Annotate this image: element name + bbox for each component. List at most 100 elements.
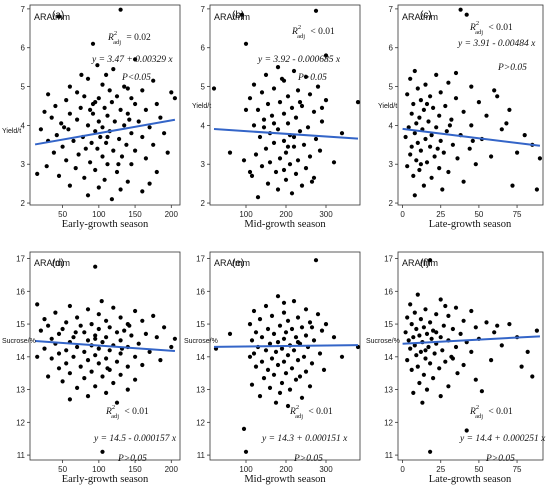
panel-6-data-point <box>421 372 426 377</box>
panel-1-x-tick-label: 200 <box>165 210 179 219</box>
panel-6-x-axis-label: Late-growth season <box>429 474 512 485</box>
panel-1-panel-letter: (a) <box>52 10 64 21</box>
panel-2-x-axis-label: Mid-growth season <box>244 219 326 230</box>
panel-2-data-point <box>271 86 277 91</box>
panel-5-y-tick-label: 15 <box>196 320 205 329</box>
panel-1-data-point <box>35 171 40 176</box>
panel-4-data-point <box>67 397 72 402</box>
panel-1-data-point <box>75 90 80 95</box>
panel-6-data-point <box>408 302 413 307</box>
panel-1-data-point <box>56 14 62 19</box>
panel-1-data-point <box>147 125 152 130</box>
panel-1-data-point <box>140 88 145 93</box>
panel-2-data-point <box>339 131 345 136</box>
panel-2-data-point <box>317 148 323 153</box>
panel-3-data-point <box>435 146 440 151</box>
panel-5-x-tick-label: 100 <box>239 465 253 474</box>
panel-6-data-point <box>507 322 512 327</box>
panel-6-data-point <box>418 349 423 354</box>
panel-1-data-point <box>105 113 110 118</box>
panel-6-data-point <box>434 330 439 335</box>
panel-1-x-tick-label: 50 <box>58 210 67 219</box>
panel-5-y-tick-label: 16 <box>196 287 205 296</box>
panel-2-data-point <box>323 98 329 103</box>
panel-3-data-point <box>464 12 469 17</box>
panel-1-data-point <box>147 181 152 186</box>
panel-2-data-point <box>283 150 289 155</box>
panel-1-data-point <box>162 131 167 136</box>
panel-3-data-point <box>470 138 475 143</box>
panel-2-data-point <box>283 177 289 182</box>
panel-4-regression-line <box>35 340 175 352</box>
panel-5-data-point <box>321 367 327 372</box>
panel-5-data-point <box>281 359 287 364</box>
panel-6-data-point <box>428 258 433 263</box>
panel-6-data-point <box>473 377 478 382</box>
panel-2-data-point <box>277 100 283 105</box>
panel-2-y-tick-label: 3 <box>201 160 206 169</box>
panel-4-data-point <box>75 385 80 390</box>
panel-1-data-point <box>117 136 122 142</box>
panel-1-y-tick-label: 3 <box>21 160 26 169</box>
panel-5-data-point <box>313 258 319 263</box>
panel-4-data-point <box>125 364 130 369</box>
panel-6-data-point <box>443 359 448 364</box>
panel-6-data-point <box>417 333 422 338</box>
panel-1-data-point <box>38 127 44 132</box>
panel-1-data-point <box>105 134 110 140</box>
panel-3-data-point <box>453 96 459 101</box>
panel-4-data-point <box>100 374 105 379</box>
panel-6-x-tick-label: 75 <box>513 465 522 474</box>
panel-4-data-point <box>67 303 72 309</box>
panel-6-y-tick-label: 14 <box>384 353 393 362</box>
panel-3-data-point <box>458 7 463 12</box>
panel-2-data-point <box>293 115 299 120</box>
panel-6-p-value: P>0.05 <box>485 454 515 464</box>
panel-1-data-point <box>151 78 156 83</box>
panel-3-data-point <box>461 109 466 114</box>
panel-1-data-point <box>88 107 93 112</box>
panel-4-data-point <box>85 307 91 312</box>
panel-3-p-value: P>0.05 <box>497 63 527 73</box>
panel-3-y-tick-label: 2 <box>389 199 394 208</box>
panel-5-data-point <box>263 348 269 353</box>
panel-4-y-tick-label: 14 <box>16 353 25 362</box>
panel-3-data-point <box>473 162 478 167</box>
panel-4-data-point <box>64 320 69 325</box>
panel-3-data-point <box>453 70 459 76</box>
panel-6-data-point <box>446 384 451 389</box>
panel-4-data-point <box>107 348 112 353</box>
panel-2-y-tick-label: 2 <box>201 199 206 208</box>
panel-5-data-point <box>249 382 255 387</box>
panel-1-data-point <box>133 57 138 62</box>
panel-2-data-point <box>281 167 287 173</box>
panel-3-data-point <box>412 68 417 74</box>
panel-4-data-point <box>140 362 145 368</box>
panel-3-data-point <box>469 123 474 128</box>
panel-6-data-point <box>499 343 504 348</box>
panel-3-data-point <box>429 175 434 180</box>
panel-2-data-point <box>251 123 257 128</box>
panel-3-data-point <box>437 166 442 171</box>
panel-1-data-point <box>129 96 134 101</box>
panel-5-y-tick-label: 13 <box>196 386 205 395</box>
panel-1-data-point <box>109 100 114 105</box>
panel-4-data-point <box>107 325 112 330</box>
panel-6-data-point <box>461 362 466 368</box>
panel-1-data-point <box>140 134 145 140</box>
panel-4-y-tick-label: 17 <box>16 255 25 264</box>
panel-4-data-point <box>118 315 123 320</box>
panel-6-data-point <box>428 361 433 366</box>
panel-2-data-point <box>273 169 279 175</box>
panel-4-data-point <box>49 336 54 341</box>
panel-3-data-point <box>484 113 489 118</box>
panel-6-data-point <box>453 305 459 310</box>
panel-6-data-point <box>441 323 446 328</box>
panel-6-data-point <box>414 326 419 332</box>
panel-6-data-point <box>423 307 428 312</box>
panel-1-data-point <box>66 127 71 132</box>
panel-1-data-point <box>67 84 72 89</box>
panel-2-data-point <box>307 154 313 159</box>
panel-3-data-point <box>476 100 481 105</box>
panel-3-r2-annotation: R2 adj < 0.01 <box>469 20 513 36</box>
